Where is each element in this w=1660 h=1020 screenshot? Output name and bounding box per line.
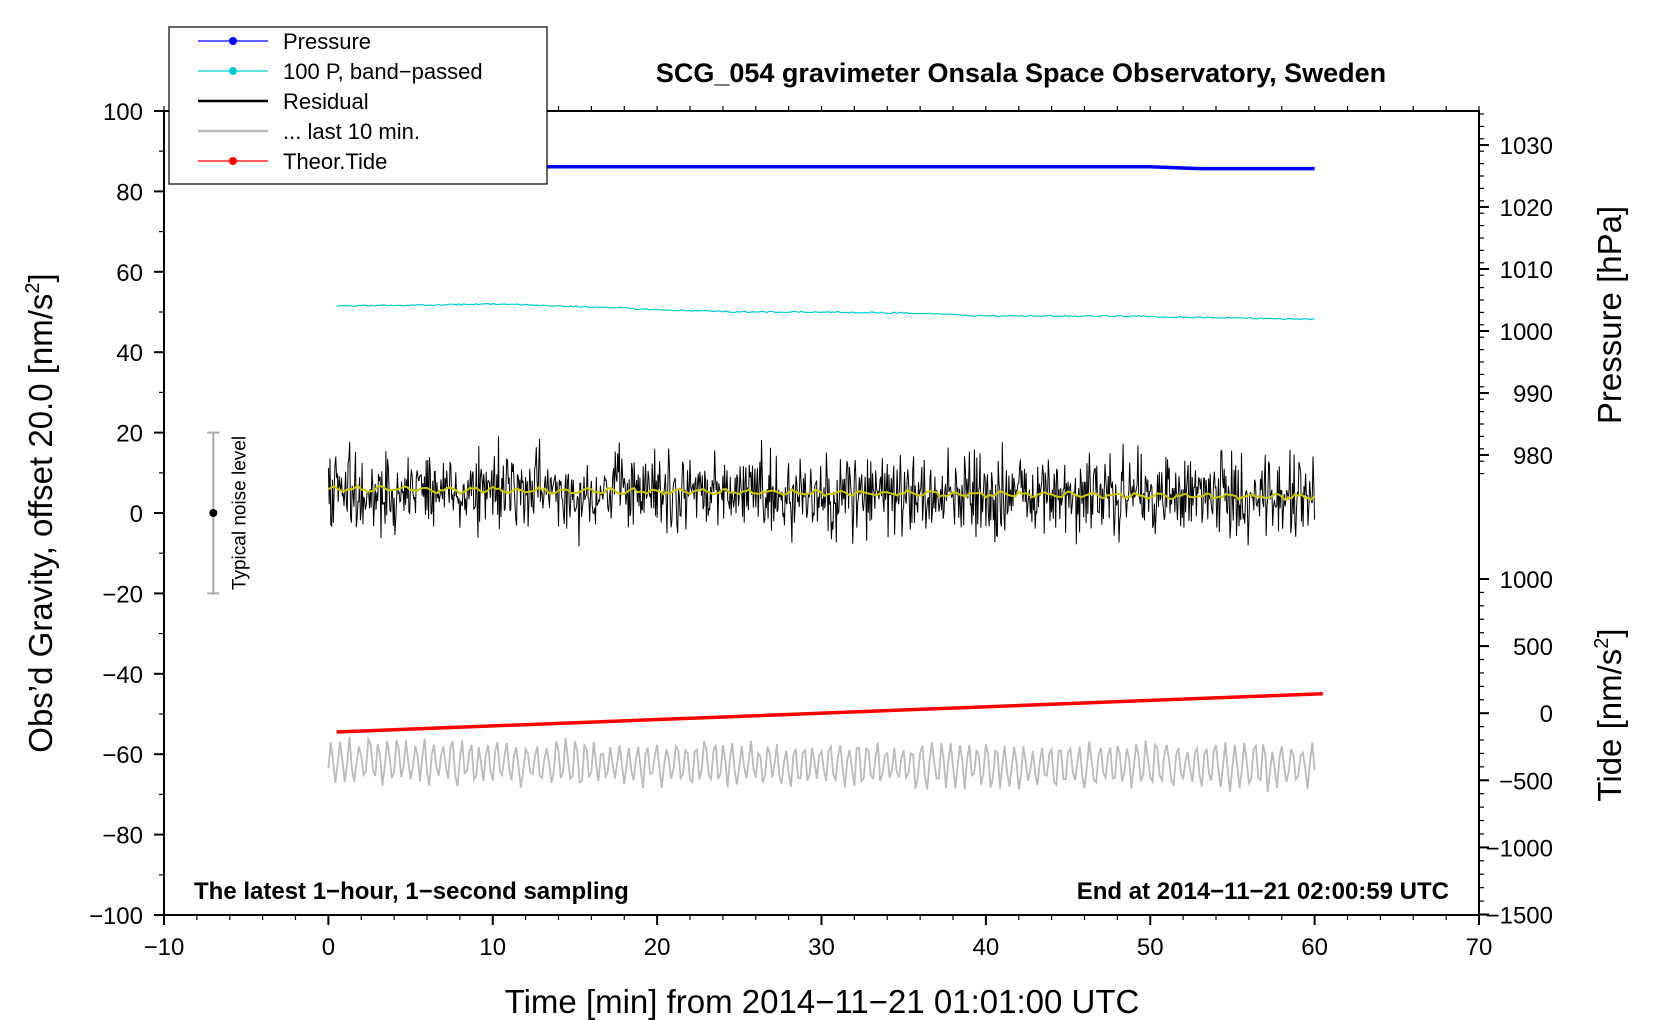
annotation-end-time: End at 2014−11−21 02:00:59 UTC (1077, 878, 1449, 905)
series-layer (327, 164, 1323, 793)
y-axis-title-close: ] (22, 273, 59, 282)
tide-axis-title-close: ] (1591, 628, 1628, 637)
x-tick-label: 60 (1301, 934, 1328, 961)
pressure-tick-label: 1010 (1500, 257, 1553, 284)
tick-layer: −10 0 10 20 30 40 50 60 70−100−80−60−40−20020406… (89, 99, 1553, 961)
x-tick-label: −10 (144, 934, 185, 961)
tide-tick-label: −1500 (1486, 903, 1553, 930)
tide-tick-label: 500 (1513, 634, 1553, 661)
x-tick-label: 70 (1466, 934, 1493, 961)
x-tick-label: 10 (479, 934, 506, 961)
pressure-tick-label: 1000 (1500, 319, 1553, 346)
legend-marker (229, 157, 237, 165)
x-tick-label: 40 (973, 934, 1000, 961)
noise-bar-center (209, 509, 218, 517)
pressure-tick-label: 1030 (1500, 133, 1553, 160)
x-tick-label: 30 (808, 934, 835, 961)
chart-title: SCG_054 gravimeter Onsala Space Observat… (656, 58, 1386, 88)
noise-bar-label: Typical noise level (229, 436, 250, 590)
y-tick-label: 20 (116, 421, 143, 448)
legend-label: 100 P, band−passed (283, 59, 483, 84)
x-tick-label: 20 (644, 934, 671, 961)
series-residual-smoothed (327, 484, 1316, 502)
pressure-tick-label: 990 (1513, 381, 1553, 408)
tide-tick-label: 0 (1540, 701, 1553, 728)
annotation-sampling: The latest 1−hour, 1−second sampling (194, 878, 629, 905)
legend-marker (229, 37, 237, 45)
x-axis-title: Time [min] from 2014−11−21 01:01:00 UTC (505, 983, 1140, 1020)
tide-axis-title-sup: 2 (1591, 638, 1613, 649)
series-pressure-bandpassed (336, 302, 1315, 321)
legend-marker (229, 67, 237, 75)
tide-axis-title-main: Tide [nm/s (1591, 649, 1628, 802)
y-tick-label: −100 (89, 903, 143, 930)
legend: Pressure 100 P, band−passed Residual ... la… (168, 26, 548, 185)
series-theor-tide (336, 691, 1323, 734)
y-tick-label: −40 (102, 662, 143, 689)
y-tick-label: 40 (116, 340, 143, 367)
y-axis-title-main: Obs’d Gravity, offset 20.0 [nm/s (22, 294, 59, 753)
legend-label: ... last 10 min. (283, 119, 420, 144)
pressure-tick-label: 1020 (1500, 195, 1553, 222)
legend-label: Theor.Tide (283, 149, 387, 174)
noise-level-indicator: Typical noise level (207, 431, 250, 595)
tide-tick-label: 1000 (1500, 567, 1553, 594)
tide-tick-label: −500 (1499, 768, 1553, 795)
legend-label: Residual (283, 89, 369, 114)
pressure-axis-title: Pressure [hPa] (1591, 206, 1628, 424)
legend-label: Pressure (283, 29, 371, 54)
y-tick-label: −80 (102, 823, 143, 850)
tide-axis-title: Tide [nm/s2] (1591, 628, 1628, 801)
pressure-tick-label: 980 (1513, 443, 1553, 470)
x-tick-label: 0 (322, 934, 335, 961)
y-tick-label: 60 (116, 260, 143, 287)
y-tick-label: 80 (116, 179, 143, 206)
legend-items: Pressure 100 P, band−passed Residual ... la… (198, 29, 483, 174)
x-tick-label: 50 (1137, 934, 1164, 961)
series-residual (327, 436, 1316, 547)
tide-tick-label: −1000 (1486, 835, 1553, 862)
y-tick-label: 0 (130, 501, 143, 528)
y-tick-label: 100 (103, 99, 143, 126)
series-last-10-min (327, 735, 1316, 793)
y-tick-label: −20 (102, 581, 143, 608)
y-axis-title: Obs’d Gravity, offset 20.0 [nm/s2] (22, 273, 59, 752)
y-axis-title-sup: 2 (22, 282, 44, 293)
y-tick-label: −60 (102, 742, 143, 769)
